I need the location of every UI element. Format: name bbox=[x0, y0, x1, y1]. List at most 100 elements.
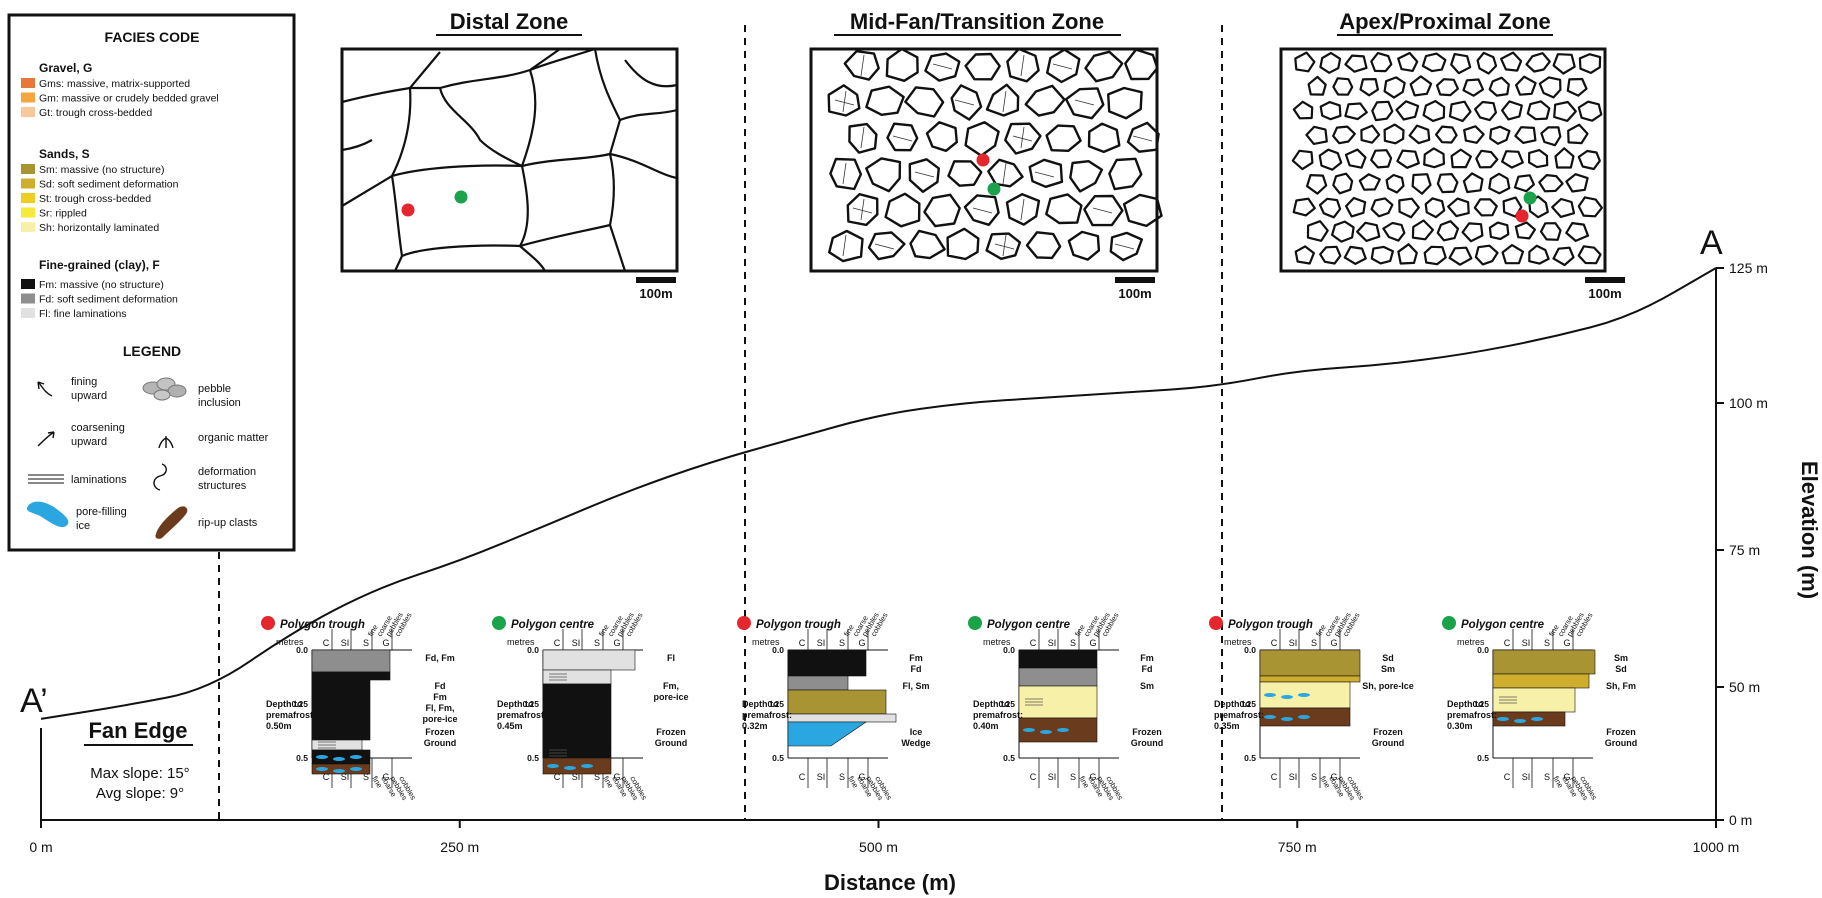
log-0-depthlbl-2: premafrost: bbox=[266, 710, 316, 720]
distal-trough-marker bbox=[401, 203, 415, 217]
gravel-label-1: Gm: massive or crudely bedded gravel bbox=[39, 93, 219, 105]
log-0-facies-1-3: pore-ice bbox=[422, 714, 457, 724]
gravel-swatch-1 bbox=[21, 92, 35, 103]
sands-heading: Sands, S bbox=[39, 147, 90, 161]
log-0-facies-1-1: Fm bbox=[433, 692, 447, 702]
log-5-gbot-3: G bbox=[1563, 772, 1570, 782]
log-5-marker bbox=[1442, 616, 1456, 630]
y-tick-label-3: 100 m bbox=[1729, 395, 1768, 411]
fan-edge-avg-slope: Avg slope: 9° bbox=[96, 785, 184, 802]
apex-polygon-map: 100m bbox=[1279, 47, 1625, 301]
log-1-gbot-3: G bbox=[613, 772, 620, 782]
log-4-dtick-2: 0.5 bbox=[1244, 753, 1256, 763]
mid-trough-marker bbox=[976, 153, 990, 167]
log-2-gtop-0: C bbox=[799, 638, 806, 648]
mid-polygon-map: 100m bbox=[809, 47, 1163, 301]
log-3-gtop-2: S bbox=[1070, 638, 1076, 648]
log-0-gtop-2: S bbox=[363, 638, 369, 648]
fine-swatch-2 bbox=[21, 308, 35, 318]
log-2-depthlbl-1: Depth to bbox=[742, 699, 779, 709]
point-a: A bbox=[1700, 224, 1723, 262]
fan-edge-title: Fan Edge bbox=[88, 718, 187, 743]
gravel-heading: Gravel, G bbox=[39, 61, 92, 75]
sand-swatch-3 bbox=[21, 207, 35, 218]
deformation-structures-icon bbox=[153, 463, 167, 491]
log-5-gtop-2: S bbox=[1544, 638, 1550, 648]
log-5-facies-0-0: Sm bbox=[1614, 653, 1628, 663]
x-tick-label-0: 0 m bbox=[29, 839, 52, 855]
log-4-gtop-1: SI bbox=[1289, 638, 1298, 648]
log-2-facies-2-0: Ice bbox=[910, 727, 923, 737]
log-2-depthlbl-2: premafrost: bbox=[742, 710, 792, 720]
log-1-facies-1-1: pore-ice bbox=[653, 692, 688, 702]
log-0-dtick-1: 0.25 bbox=[291, 699, 308, 709]
log-0-facies-1-0: Fd bbox=[435, 681, 446, 691]
log-5-gtop-0: C bbox=[1504, 638, 1511, 648]
log-4-dtick-0: 0.0 bbox=[1244, 645, 1256, 655]
log-2-gtop-2: S bbox=[839, 638, 845, 648]
log-0-gbot-3: G bbox=[382, 772, 389, 782]
log-2-gtop-1: SI bbox=[817, 638, 826, 648]
point-a-prime: A’ bbox=[20, 682, 48, 720]
log-5-dtick-1: 0.25 bbox=[1472, 699, 1489, 709]
log-4-facies-2-1: Ground bbox=[1372, 738, 1405, 748]
zone-title-mid: Mid-Fan/Transition Zone bbox=[850, 9, 1104, 34]
log-4-depthlbl-1: Depth to bbox=[1214, 699, 1251, 709]
y-tick-label-4: 125 m bbox=[1729, 260, 1768, 276]
log-0-title: Polygon trough bbox=[280, 619, 365, 631]
legend-fining-2: upward bbox=[71, 390, 107, 402]
log-5-depthlbl-1: Depth to bbox=[1447, 699, 1484, 709]
log-3-metres: metres bbox=[983, 637, 1011, 647]
sand-label-1: Sd: soft sediment deformation bbox=[39, 179, 179, 191]
log-2-gbot-1: SI bbox=[817, 772, 826, 782]
log-2-dtick-0: 0.0 bbox=[772, 645, 784, 655]
log-2-facies-0-1: Fd bbox=[911, 664, 922, 674]
gravel-label-0: Gms: massive, matrix-supported bbox=[39, 78, 190, 90]
fine-label-1: Fd: soft sediment deformation bbox=[39, 294, 178, 306]
distal-scale-label: 100m bbox=[639, 286, 672, 301]
legend-coarsening-2: upward bbox=[71, 436, 107, 448]
legend-coarsening-1: coarsening bbox=[71, 422, 125, 434]
distal-polygon-map: 100m bbox=[340, 47, 679, 301]
log-1-facies-0-0: Fl bbox=[667, 653, 675, 663]
y-axis-label: Elevation (m) bbox=[1797, 461, 1822, 599]
sand-swatch-2 bbox=[21, 193, 35, 203]
y-tick-label-0: 0 m bbox=[1729, 812, 1752, 828]
log-0-facies-1-2: Fl, Fm, bbox=[426, 703, 455, 713]
log-2-title: Polygon trough bbox=[756, 619, 841, 631]
fining-upward-icon bbox=[37, 381, 53, 397]
legend-title: LEGEND bbox=[123, 343, 181, 359]
log-0-metres: metres bbox=[276, 637, 304, 647]
log-5-facies-2-0: Frozen bbox=[1606, 727, 1636, 737]
log-5-depth: 0.30m bbox=[1447, 721, 1473, 731]
log-5-dtick-2: 0.5 bbox=[1477, 753, 1489, 763]
y-tick-label-2: 75 m bbox=[1729, 542, 1760, 558]
log-3-dtick-1: 0.25 bbox=[998, 699, 1015, 709]
log-1-gbot-0: C bbox=[554, 772, 561, 782]
x-tick-label-4: 1000 m bbox=[1693, 839, 1740, 855]
log-2-gbot-2: S bbox=[839, 772, 845, 782]
sand-label-3: Sr: rippled bbox=[39, 208, 87, 220]
log-1-facies-2-0: Frozen bbox=[656, 727, 686, 737]
log-4-facies-2-0: Frozen bbox=[1373, 727, 1403, 737]
legend-pebble-1: pebble bbox=[198, 383, 231, 395]
log-3-title: Polygon centre bbox=[987, 619, 1071, 631]
apex-trough-marker bbox=[1515, 209, 1529, 223]
x-tick-label-3: 750 m bbox=[1278, 839, 1317, 855]
log-1-gbot-2: S bbox=[594, 772, 600, 782]
log-3-facies-2-1: Ground bbox=[1131, 738, 1164, 748]
sand-label-0: Sm: massive (no structure) bbox=[39, 164, 164, 176]
laminations-icon bbox=[28, 474, 64, 484]
apex-scale-bar bbox=[1585, 277, 1625, 283]
log-2-gbot-0: C bbox=[799, 772, 806, 782]
log-3-gbot-1: SI bbox=[1048, 772, 1057, 782]
log-1-gtop-2: S bbox=[594, 638, 600, 648]
log-0-facies-2-0: Frozen bbox=[425, 727, 455, 737]
log-1-gbot-1: SI bbox=[572, 772, 581, 782]
log-4-gtop-0: C bbox=[1271, 638, 1278, 648]
sand-swatch-1 bbox=[21, 178, 35, 189]
log-3-gbot-3: G bbox=[1089, 772, 1096, 782]
pebble-icon bbox=[142, 377, 187, 401]
log-1-gtop-0: C bbox=[554, 638, 561, 648]
